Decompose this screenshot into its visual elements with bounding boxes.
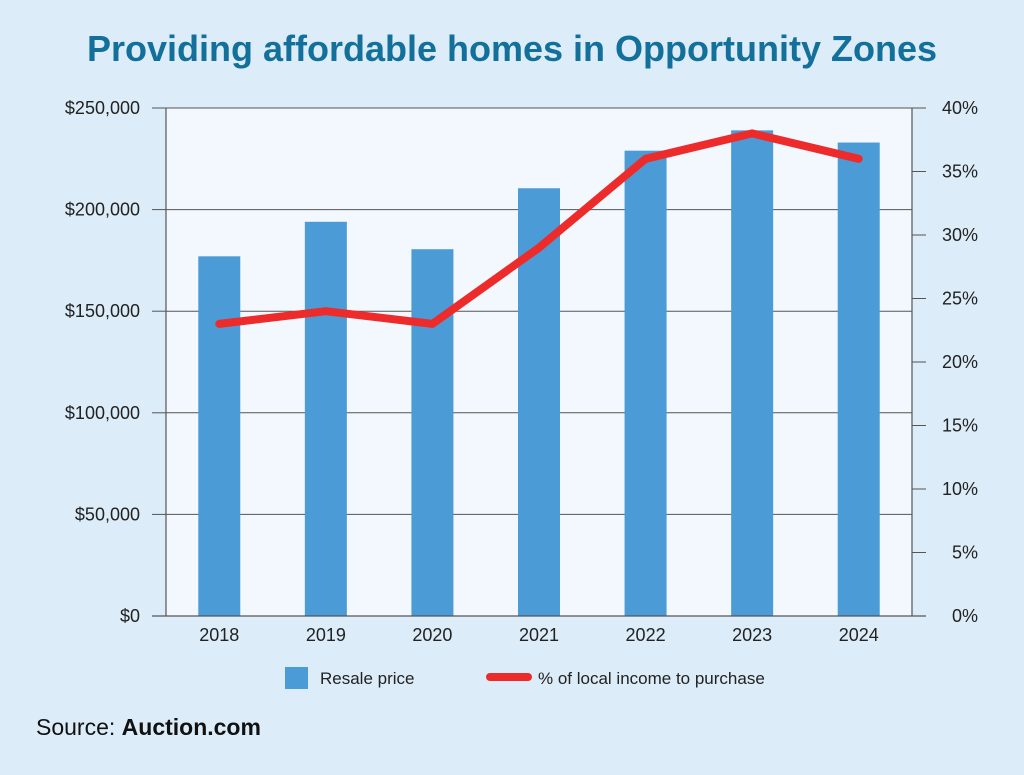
left-tick-label: $200,000 [65,200,140,220]
bar-2019 [304,221,347,617]
x-tick-label: 2024 [839,625,879,645]
right-tick-label: 0% [952,606,978,626]
line-series-income-pct [215,129,863,328]
right-tick-label: 35% [942,162,978,182]
chart-title: Providing affordable homes in Opportunit… [86,28,938,69]
x-tick-label: 2023 [732,625,772,645]
left-tick-label: $100,000 [65,403,140,423]
x-tick-label: 2019 [306,625,346,645]
right-tick-label: 20% [942,352,978,372]
bar-2022 [624,150,667,616]
right-tick-label: 25% [942,289,978,309]
right-tick-label: 10% [942,479,978,499]
right-tick-label: 30% [942,225,978,245]
x-tick-label: 2021 [519,625,559,645]
x-tick-label: 2018 [199,625,239,645]
legend-label-income-pct: % of local income to purchase [538,669,765,688]
legend-label-resale-price: Resale price [320,669,415,688]
left-tick-label: $150,000 [65,301,140,321]
legend: Resale price % of local income to purcha… [285,667,765,689]
bar-2024 [837,142,880,616]
left-tick-label: $0 [120,606,140,626]
x-axis-ticks: 2018 2019 2020 2021 2022 2023 2024 [199,625,878,645]
bar-2023 [731,130,774,617]
x-tick-label: 2022 [626,625,666,645]
bar-2018 [198,256,241,616]
right-axis-ticks: 0% 5% 10% 15% 20% 25% 30% 35% 40% [912,98,978,626]
left-tick-label: $50,000 [75,504,140,524]
right-tick-label: 5% [952,543,978,563]
source-note: Source: Auction.com [36,714,261,741]
bar-2020 [411,249,454,616]
legend-swatch-resale-price [285,667,308,689]
right-tick-label: 40% [942,98,978,118]
x-tick-label: 2020 [412,625,452,645]
left-axis-ticks: $0 $50,000 $100,000 $150,000 $200,000 $250,00… [65,98,166,626]
left-tick-label: $250,000 [65,98,140,118]
right-tick-label: 15% [942,416,978,436]
source-label: Source: [36,714,116,740]
bar-series [198,130,880,617]
source-value: Auction.com [121,714,261,740]
